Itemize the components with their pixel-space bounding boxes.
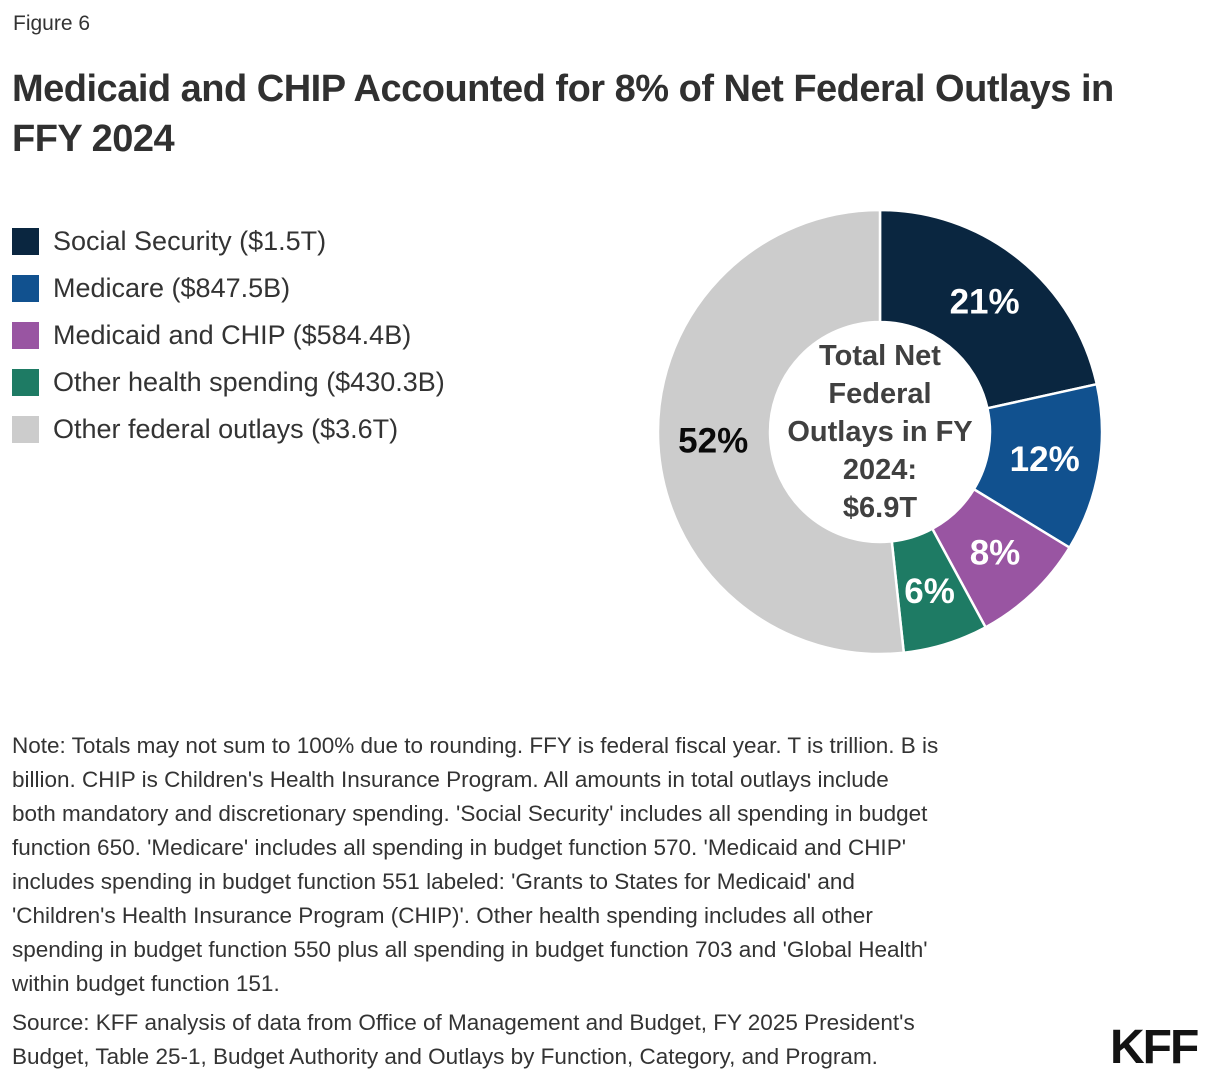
legend-swatch-social-security <box>12 228 39 255</box>
legend-label-other-federal: Other federal outlays ($3.6T) <box>53 414 399 444</box>
legend-swatch-medicaid-chip <box>12 322 39 349</box>
legend-label-other-health: Other health spending ($430.3B) <box>53 367 445 397</box>
legend-swatch-other-health <box>12 369 39 396</box>
legend-label-medicare: Medicare ($847.5B) <box>53 273 291 303</box>
legend-item-medicaid-chip: Medicaid and CHIP ($584.4B) <box>12 320 445 350</box>
slice-percent-label-other-health: 6% <box>904 572 955 611</box>
legend-label-medicaid-chip: Medicaid and CHIP ($584.4B) <box>53 320 412 350</box>
slice-percent-label-medicaid-chip: 8% <box>970 534 1021 573</box>
legend: Social Security ($1.5T) Medicare ($847.5… <box>12 226 445 463</box>
figure-label: Figure 6 <box>13 12 91 35</box>
legend-item-social-security: Social Security ($1.5T) <box>12 226 445 256</box>
slice-percent-label-medicare: 12% <box>1010 440 1080 479</box>
donut-slice-other-federal <box>656 208 906 656</box>
legend-item-medicare: Medicare ($847.5B) <box>12 273 445 303</box>
slice-percent-label-social-security: 21% <box>950 282 1020 321</box>
kff-logo: KFF <box>1110 1021 1199 1074</box>
slice-percent-label-other-federal: 52% <box>678 422 748 461</box>
legend-swatch-other-federal <box>12 416 39 443</box>
chart-title: Medicaid and CHIP Accounted for 8% of Ne… <box>12 68 1114 160</box>
legend-swatch-medicare <box>12 275 39 302</box>
note-text: Note: Totals may not sum to 100% due to … <box>12 733 939 996</box>
legend-item-other-health: Other health spending ($430.3B) <box>12 367 445 397</box>
source-text: Source: KFF analysis of data from Office… <box>12 1010 915 1069</box>
donut-center-label: Total Net Federal Outlays in FY 2024: $6… <box>787 340 973 524</box>
donut-chart: 21% 12% 8% 6% 52% Total Net Federal Outlays … <box>650 202 1110 662</box>
legend-item-other-federal: Other federal outlays ($3.6T) <box>12 414 445 444</box>
donut-slice-social-security <box>878 208 1099 410</box>
legend-label-social-security: Social Security ($1.5T) <box>53 226 327 256</box>
donut-chart-svg: 21% 12% 8% 6% 52% <box>656 208 1104 656</box>
